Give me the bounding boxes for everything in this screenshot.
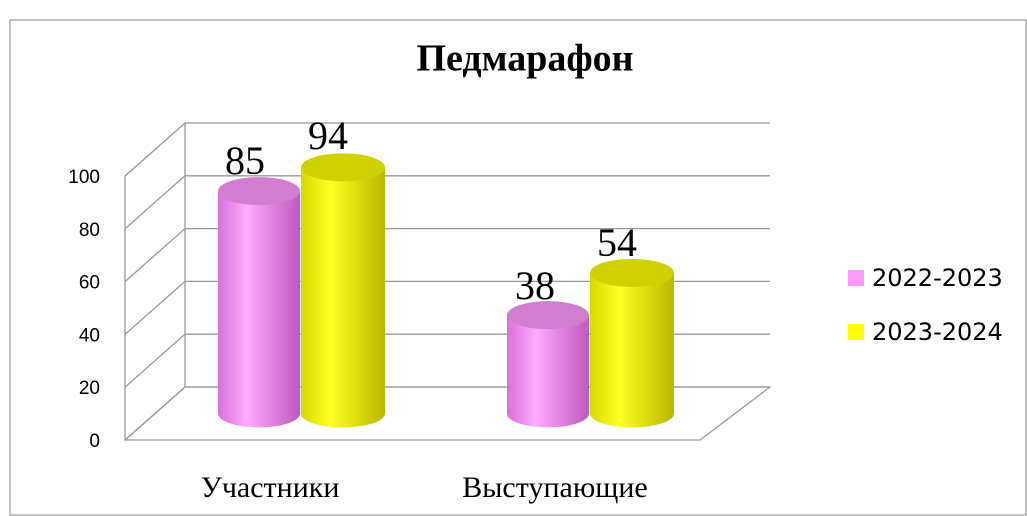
bar xyxy=(590,272,674,428)
y-tick-label: 20 xyxy=(79,378,100,399)
data-label: 85 xyxy=(225,138,265,183)
bar-top xyxy=(301,153,385,182)
grid-line xyxy=(124,175,770,230)
chart-frame xyxy=(9,19,1027,516)
data-label: 38 xyxy=(515,263,555,308)
x-tick-label: Участники xyxy=(201,471,340,504)
y-tick-label: 60 xyxy=(79,273,100,294)
bar xyxy=(507,315,589,428)
bar xyxy=(301,167,385,428)
y-tick-label: 80 xyxy=(79,220,100,241)
x-tick-label: Выступающие xyxy=(462,471,647,504)
legend-swatch xyxy=(848,324,864,340)
bar-top xyxy=(507,301,589,330)
legend-label: 2023-2024 xyxy=(872,318,1003,346)
y-tick-label: 100 xyxy=(68,167,100,188)
bar xyxy=(218,191,300,428)
y-tick-label: 40 xyxy=(79,325,100,346)
data-label: 54 xyxy=(597,220,637,265)
grid-line xyxy=(124,122,770,177)
chart-title: Педмарафон xyxy=(416,38,633,80)
grid-line xyxy=(124,280,770,335)
legend-swatch xyxy=(848,270,864,286)
legend-label: 2022-2023 xyxy=(872,264,1003,292)
grid-line xyxy=(124,227,770,283)
data-label: 94 xyxy=(308,113,348,158)
bar-top xyxy=(590,258,674,287)
bar-top xyxy=(218,177,300,206)
y-tick-label: 0 xyxy=(89,431,100,452)
